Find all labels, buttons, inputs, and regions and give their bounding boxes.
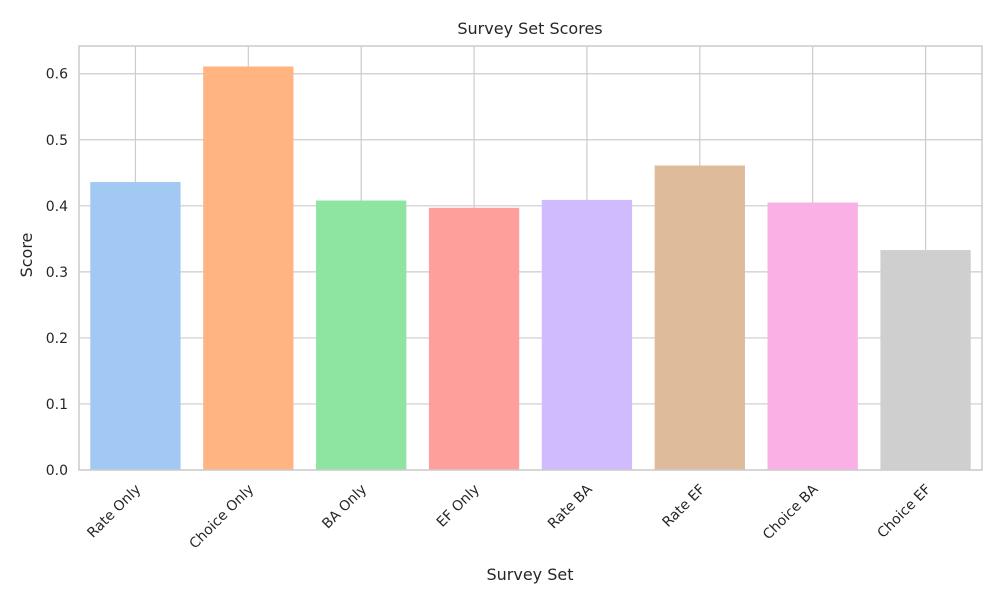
y-tick-label: 0.5 bbox=[46, 133, 68, 149]
y-tick-label: 0.0 bbox=[46, 463, 68, 479]
bar-ef-only bbox=[428, 207, 520, 470]
bar-choice-only bbox=[203, 66, 294, 471]
x-tick-label: Choice EF bbox=[874, 482, 934, 542]
x-tick-label: BA Only bbox=[319, 482, 370, 533]
x-tick-label: Choice Only bbox=[186, 482, 257, 553]
x-tick-label: Rate Only bbox=[84, 482, 144, 542]
bars-layer bbox=[90, 66, 971, 471]
plot-frame bbox=[78, 45, 983, 471]
y-tick-label: 0.2 bbox=[46, 331, 68, 347]
bar-choice-ef bbox=[880, 250, 971, 470]
bar-rate-ba bbox=[541, 199, 633, 470]
x-tick-label: Rate BA bbox=[545, 481, 596, 532]
x-tick-label: Rate EF bbox=[660, 482, 709, 531]
y-axis-label: Score bbox=[17, 233, 36, 278]
y-tick-label: 0.3 bbox=[46, 265, 68, 281]
chart-title: Survey Set Scores bbox=[457, 19, 602, 38]
bar-rate-only bbox=[90, 182, 181, 470]
spines-layer bbox=[78, 45, 983, 471]
y-tick-label: 0.4 bbox=[46, 199, 68, 215]
x-tick-label: EF Only bbox=[434, 482, 483, 531]
x-axis-label: Survey Set bbox=[486, 565, 573, 584]
y-axis-ticks: 0.0 0.1 0.2 0.3 0.4 0.5 0.6 bbox=[46, 67, 68, 479]
x-axis-ticks: Rate Only Choice Only BA Only EF Only Rate B… bbox=[84, 481, 934, 552]
y-tick-label: 0.1 bbox=[46, 397, 68, 413]
bar-rate-ef bbox=[654, 165, 745, 470]
bar-choice-ba bbox=[767, 202, 858, 470]
y-tick-label: 0.6 bbox=[46, 67, 68, 83]
x-tick-label: Choice BA bbox=[760, 481, 822, 543]
bar-ba-only bbox=[316, 200, 407, 470]
